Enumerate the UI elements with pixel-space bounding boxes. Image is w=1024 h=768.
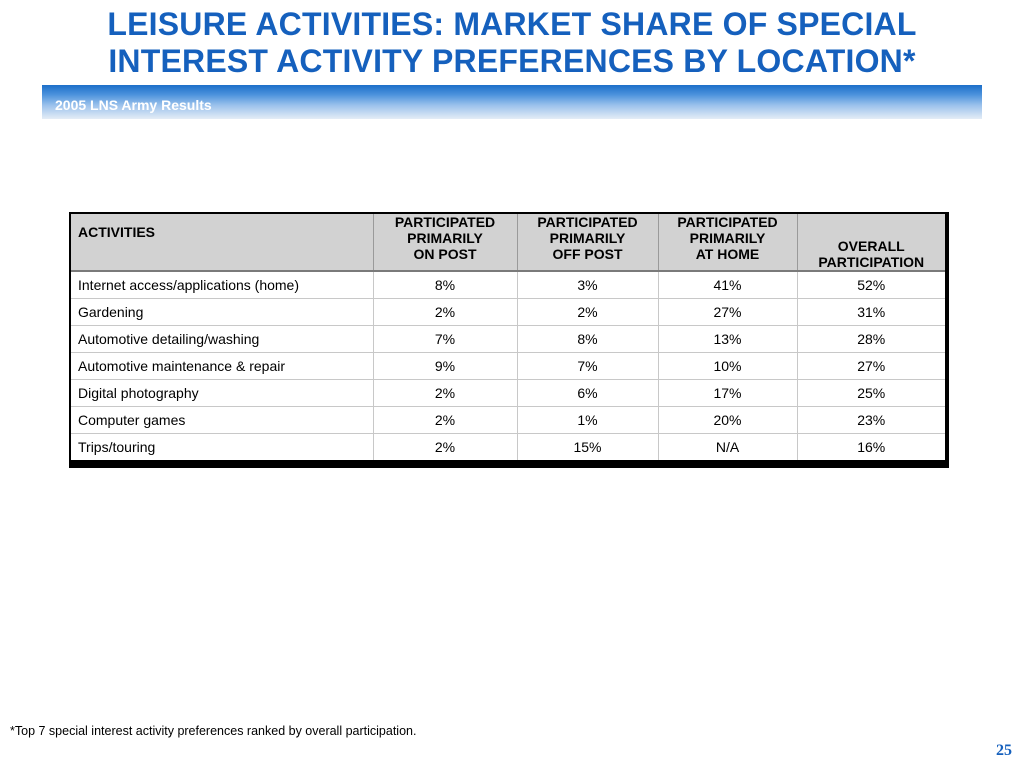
overall-cell: 27% bbox=[797, 352, 945, 380]
table-row: Trips/touring 2% 15% N/A 16% bbox=[71, 433, 945, 460]
at-home-cell: 13% bbox=[658, 325, 798, 353]
off-post-cell: 1% bbox=[517, 406, 659, 434]
at-home-cell: 10% bbox=[658, 352, 798, 380]
off-post-cell: 2% bbox=[517, 298, 659, 326]
column-header-activities: ACTIVITIES bbox=[71, 214, 374, 272]
off-post-cell: 7% bbox=[517, 352, 659, 380]
table-row: Internet access/applications (home) 8% 3… bbox=[71, 271, 945, 299]
page-title: LEISURE ACTIVITIES: MARKET SHARE OF SPEC… bbox=[0, 6, 1024, 80]
table-row: Computer games 2% 1% 20% 23% bbox=[71, 406, 945, 434]
page-title-line-1: LEISURE ACTIVITIES: MARKET SHARE OF SPEC… bbox=[107, 6, 917, 42]
on-post-cell: 8% bbox=[373, 271, 518, 299]
on-post-cell: 2% bbox=[373, 379, 518, 407]
activity-cell: Trips/touring bbox=[71, 433, 374, 460]
overall-cell: 28% bbox=[797, 325, 945, 353]
column-header-off-post: PARTICIPATED PRIMARILY OFF POST bbox=[516, 214, 659, 272]
activity-cell: Computer games bbox=[71, 406, 374, 434]
on-post-cell: 2% bbox=[373, 406, 518, 434]
activity-cell: Gardening bbox=[71, 298, 374, 326]
on-post-cell: 2% bbox=[373, 433, 518, 460]
on-post-cell: 9% bbox=[373, 352, 518, 380]
off-post-cell: 15% bbox=[517, 433, 659, 460]
table-row: Automotive maintenance & repair 9% 7% 10… bbox=[71, 352, 945, 380]
overall-cell: 52% bbox=[797, 271, 945, 299]
overall-cell: 23% bbox=[797, 406, 945, 434]
activities-table: ACTIVITIES PARTICIPATED PRIMARILY ON POS… bbox=[71, 214, 945, 460]
off-post-cell: 3% bbox=[517, 271, 659, 299]
at-home-cell: 41% bbox=[658, 271, 798, 299]
page-number: 25 bbox=[996, 742, 1012, 759]
at-home-cell: 27% bbox=[658, 298, 798, 326]
data-table-frame: ACTIVITIES PARTICIPATED PRIMARILY ON POS… bbox=[69, 212, 949, 468]
page-title-line-2: INTEREST ACTIVITY PREFERENCES BY LOCATIO… bbox=[108, 43, 916, 79]
activity-cell: Digital photography bbox=[71, 379, 374, 407]
off-post-cell: 6% bbox=[517, 379, 659, 407]
overall-cell: 25% bbox=[797, 379, 945, 407]
table-row: Automotive detailing/washing 7% 8% 13% 2… bbox=[71, 325, 945, 353]
table-row: Gardening 2% 2% 27% 31% bbox=[71, 298, 945, 326]
overall-cell: 31% bbox=[797, 298, 945, 326]
section-banner: 2005 LNS Army Results bbox=[42, 85, 982, 119]
at-home-cell: N/A bbox=[658, 433, 798, 460]
activity-cell: Automotive detailing/washing bbox=[71, 325, 374, 353]
column-header-at-home: PARTICIPATED PRIMARILY AT HOME bbox=[657, 214, 798, 272]
column-header-overall: OVERALL PARTICIPATION bbox=[796, 214, 945, 272]
activity-cell: Automotive maintenance & repair bbox=[71, 352, 374, 380]
on-post-cell: 7% bbox=[373, 325, 518, 353]
table-header-row: ACTIVITIES PARTICIPATED PRIMARILY ON POS… bbox=[71, 214, 945, 272]
on-post-cell: 2% bbox=[373, 298, 518, 326]
off-post-cell: 8% bbox=[517, 325, 659, 353]
banner-label: 2005 LNS Army Results bbox=[55, 97, 212, 113]
footnote: *Top 7 special interest activity prefere… bbox=[10, 724, 417, 738]
activity-cell: Internet access/applications (home) bbox=[71, 271, 374, 299]
at-home-cell: 20% bbox=[658, 406, 798, 434]
table-row: Digital photography 2% 6% 17% 25% bbox=[71, 379, 945, 407]
overall-cell: 16% bbox=[857, 439, 886, 455]
at-home-cell: 17% bbox=[658, 379, 798, 407]
column-header-on-post: PARTICIPATED PRIMARILY ON POST bbox=[372, 214, 518, 272]
